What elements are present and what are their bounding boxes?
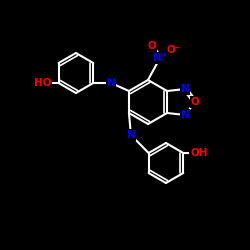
Text: N: N — [181, 84, 190, 94]
Text: O⁻: O⁻ — [167, 45, 181, 55]
Text: O: O — [191, 97, 200, 107]
Text: N⁺: N⁺ — [153, 53, 167, 63]
Text: N: N — [181, 110, 190, 120]
Text: N: N — [126, 130, 135, 140]
Text: OH: OH — [190, 148, 208, 158]
Text: N: N — [106, 78, 115, 88]
Text: O: O — [148, 41, 156, 51]
Text: HO: HO — [34, 78, 52, 88]
